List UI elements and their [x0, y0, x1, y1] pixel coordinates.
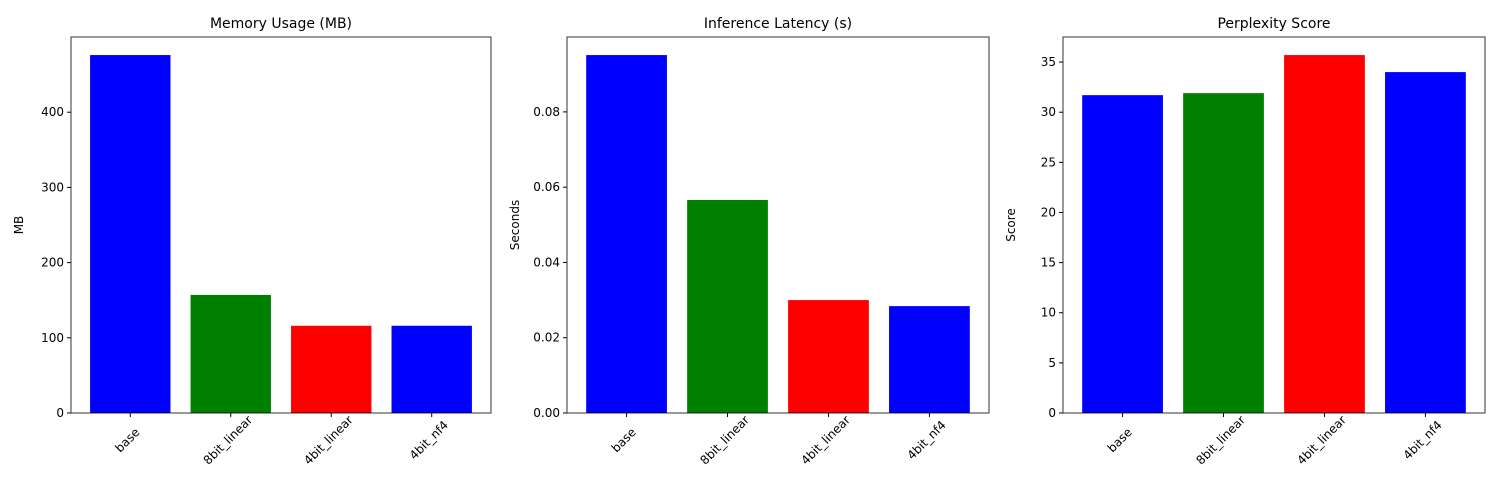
bar	[1082, 95, 1163, 413]
y-tick-label: 200	[41, 256, 64, 270]
y-axis-label: Score	[1004, 208, 1018, 242]
y-tick-label: 0.04	[533, 255, 560, 269]
y-axis-label: Seconds	[508, 200, 522, 250]
y-tick-label: 0.00	[533, 406, 560, 420]
chart-title: Memory Usage (MB)	[210, 16, 352, 32]
x-tick-label: 8bit_linear	[1193, 413, 1248, 468]
x-tick-label: base	[609, 425, 639, 455]
x-tick-label: 4bit_nf4	[904, 418, 948, 462]
y-tick-label: 5	[1048, 356, 1056, 370]
bar	[190, 294, 271, 413]
bar	[1385, 72, 1466, 414]
chart-title: Inference Latency (s)	[704, 16, 852, 32]
x-tick-label: 8bit_linear	[697, 413, 752, 468]
x-tick-label: 4bit_linear	[1294, 413, 1349, 468]
x-tick-label: 4bit_linear	[301, 413, 356, 468]
subplot: Perplexity Score Score 0 5 10 15 20 25 30 35 base 8…	[1004, 16, 1486, 468]
y-tick-label: 0.08	[533, 105, 560, 119]
bar	[1183, 93, 1264, 414]
axes-frame	[1062, 36, 1486, 414]
y-tick-label: 30	[1041, 105, 1056, 119]
y-tick-label: 100	[41, 331, 64, 345]
x-tick-label: 4bit_linear	[798, 413, 853, 468]
y-tick-label: 15	[1041, 256, 1056, 270]
y-tick-label: 10	[1041, 306, 1056, 320]
y-tick-label: 400	[41, 105, 64, 119]
bar	[291, 325, 372, 413]
chart-title: Perplexity Score	[1217, 16, 1330, 32]
y-tick-label: 0	[1048, 406, 1056, 420]
subplot: Memory Usage (MB) MB 0 100 200 300 400 base 8bit…	[12, 16, 492, 468]
bar	[1284, 55, 1365, 413]
bar	[391, 325, 472, 413]
bar	[788, 300, 869, 413]
axes-frame	[566, 36, 990, 414]
bar	[687, 199, 768, 413]
x-tick-label: 8bit_linear	[201, 413, 256, 468]
y-tick-label: 20	[1041, 205, 1056, 219]
axes-frame	[70, 36, 492, 414]
subplot: Inference Latency (s) Seconds 0.00 0.02 0.04…	[508, 16, 990, 468]
y-axis-label: MB	[12, 216, 26, 235]
y-tick-label: 0.02	[533, 331, 560, 345]
x-tick-label: 4bit_nf4	[1400, 418, 1444, 462]
bar	[90, 55, 171, 413]
bar	[889, 306, 970, 413]
y-tick-label: 300	[41, 180, 64, 194]
x-tick-label: base	[1105, 425, 1135, 455]
y-tick-label: 35	[1041, 55, 1056, 69]
y-tick-label: 25	[1041, 155, 1056, 169]
x-tick-label: base	[112, 425, 142, 455]
y-tick-label: 0	[56, 406, 64, 420]
x-tick-label: 4bit_nf4	[407, 418, 451, 462]
bar	[586, 55, 667, 413]
y-tick-label: 0.06	[533, 180, 560, 194]
